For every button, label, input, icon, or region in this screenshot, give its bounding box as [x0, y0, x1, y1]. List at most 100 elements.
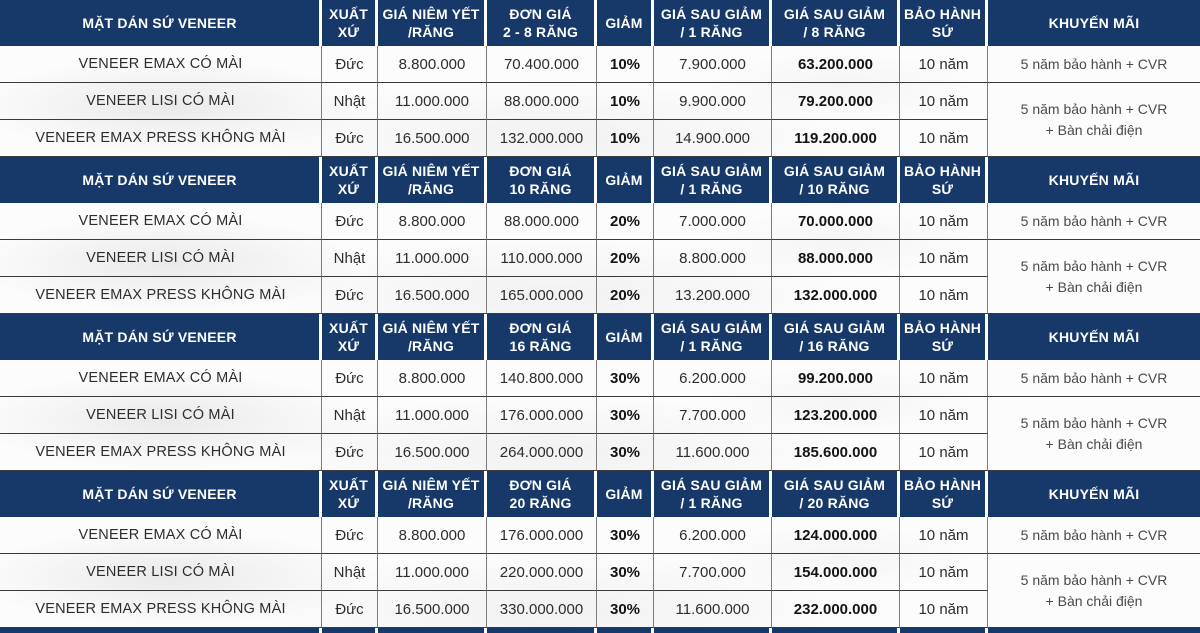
header-cell-discount: GIẢM [597, 157, 654, 203]
cell-after-1-value: 11.600.000 [675, 443, 750, 461]
cell-after-1: 8.800.000 [654, 240, 772, 277]
header-cell-origin-line1: XUẤT [329, 5, 368, 22]
cell-warranty: 10 năm [900, 591, 988, 628]
header-cell-origin: XUẤT XỨ [322, 471, 378, 517]
cell-promo: 5 năm bảo hành + CVR [988, 517, 1200, 554]
promo-text: 5 năm bảo hành + CVR [1020, 526, 1168, 543]
cell-product: VENEER EMAX CÓ MÀI [0, 517, 322, 554]
header-cell-warranty: BẢO HÀNH SỨ [900, 157, 988, 203]
header-cell-origin-line1: XUẤT [329, 162, 368, 179]
cell-origin: Đức [322, 46, 378, 83]
cell-list-price: 8.800.000 [378, 517, 487, 554]
clipped-header-cell [0, 628, 322, 633]
cell-product: VENEER LISI CÓ MÀI [0, 397, 322, 434]
cell-product: VENEER LISI CÓ MÀI [0, 83, 322, 120]
cell-list-price: 8.800.000 [378, 360, 487, 397]
header-cell-discount: GIẢM [597, 314, 654, 360]
cell-promo-merged: 5 năm bảo hành + CVR + Bàn chải điện [988, 83, 1200, 157]
promo-text-line2: + Bàn chải điện [1045, 121, 1143, 138]
header-cell-after-n-line2: / 20 RĂNG [799, 495, 870, 511]
header-cell-after-1-line2: / 1 RĂNG [680, 181, 743, 197]
price-table-section: MẶT DÁN SỨ VENEER XUẤT XỨ GIÁ NIÊM YẾT/RĂNG… [0, 314, 1200, 471]
cell-after-1-value: 6.200.000 [679, 526, 746, 544]
cell-discount-value: 30% [609, 526, 641, 544]
header-cell-unit-price: ĐƠN GIÁ 2 - 8 RĂNG [487, 0, 597, 46]
cell-warranty-value: 10 năm [918, 563, 969, 581]
cell-unit-price: 88.000.000 [487, 203, 597, 240]
cell-after-n: 63.200.000 [772, 46, 900, 83]
cell-warranty: 10 năm [900, 83, 988, 120]
cell-unit-price: 110.000.000 [487, 240, 597, 277]
cell-origin: Đức [322, 517, 378, 554]
cell-discount: 10% [597, 83, 654, 120]
cell-product: VENEER LISI CÓ MÀI [0, 240, 322, 277]
cell-after-n: 79.200.000 [772, 83, 900, 120]
cell-warranty-value: 10 năm [918, 526, 969, 544]
cell-after-n: 132.000.000 [772, 277, 900, 314]
cell-discount-value: 30% [609, 443, 641, 461]
header-cell-unit-price-line2: 16 RĂNG [509, 338, 572, 354]
cell-product: VENEER EMAX PRESS KHÔNG MÀI [0, 277, 322, 314]
cell-unit-price-value: 88.000.000 [503, 212, 580, 230]
cell-after-n: 70.000.000 [772, 203, 900, 240]
cell-after-1-value: 9.900.000 [679, 92, 746, 110]
header-cell-after-1-line2: / 1 RĂNG [680, 24, 743, 40]
cell-after-1: 14.900.000 [654, 120, 772, 157]
cell-warranty-value: 10 năm [918, 212, 969, 230]
cell-discount: 30% [597, 434, 654, 471]
cell-discount: 20% [597, 203, 654, 240]
cell-product-value: VENEER EMAX PRESS KHÔNG MÀI [35, 601, 286, 617]
cell-unit-price: 264.000.000 [487, 434, 597, 471]
header-cell-list-price-line1: GIÁ NIÊM YẾT [382, 476, 480, 493]
cell-product: VENEER EMAX PRESS KHÔNG MÀI [0, 434, 322, 471]
cell-after-n-value: 79.200.000 [797, 92, 874, 110]
cell-after-1-value: 7.900.000 [679, 55, 746, 73]
cell-unit-price-value: 176.000.000 [499, 526, 584, 544]
header-cell-promo-line1: KHUYẾN MÃI [1048, 171, 1140, 188]
cell-list-price: 16.500.000 [378, 434, 487, 471]
cell-discount-value: 30% [609, 563, 641, 581]
header-cell-promo: KHUYẾN MÃI [988, 314, 1200, 360]
cell-unit-price-value: 330.000.000 [499, 600, 584, 618]
cell-list-price-value: 8.800.000 [398, 212, 466, 230]
cell-origin: Nhật [322, 554, 378, 591]
cell-list-price-value: 16.500.000 [394, 286, 470, 304]
cell-product-value: VENEER LISI CÓ MÀI [86, 250, 235, 266]
header-cell-discount-line1: GIẢM [605, 171, 643, 188]
promo-text-line2: + Bàn chải điện [1045, 278, 1143, 295]
cell-promo: 5 năm bảo hành + CVR [988, 360, 1200, 397]
cell-warranty: 10 năm [900, 517, 988, 554]
cell-unit-price: 176.000.000 [487, 517, 597, 554]
cell-product-value: VENEER EMAX CÓ MÀI [78, 370, 243, 386]
cell-after-1-value: 7.700.000 [679, 563, 746, 581]
cell-product-value: VENEER LISI CÓ MÀI [86, 93, 235, 109]
cell-discount-value: 30% [609, 600, 641, 618]
cell-product: VENEER EMAX CÓ MÀI [0, 360, 322, 397]
cell-origin: Đức [322, 120, 378, 157]
price-table-section: MẶT DÁN SỨ VENEER XUẤT XỨ GIÁ NIÊM YẾT/RĂNG… [0, 471, 1200, 628]
header-cell-origin: XUẤT XỨ [322, 314, 378, 360]
cell-discount: 10% [597, 46, 654, 83]
header-cell-after-n: GIÁ SAU GIẢM / 16 RĂNG [772, 314, 900, 360]
cell-after-1: 7.000.000 [654, 203, 772, 240]
cell-warranty: 10 năm [900, 46, 988, 83]
cell-product-value: VENEER EMAX CÓ MÀI [78, 56, 243, 72]
cell-promo-merged: 5 năm bảo hành + CVR + Bàn chải điện [988, 240, 1200, 314]
cell-warranty: 10 năm [900, 397, 988, 434]
cell-discount-value: 30% [609, 406, 641, 424]
header-cell-after-n: GIÁ SAU GIẢM / 10 RĂNG [772, 157, 900, 203]
header-cell-after-n: GIÁ SAU GIẢM / 8 RĂNG [772, 0, 900, 46]
header-cell-after-n-line2: / 8 RĂNG [803, 24, 866, 40]
cell-origin-value: Nhật [333, 406, 366, 424]
cell-product-value: VENEER LISI CÓ MÀI [86, 564, 235, 580]
cell-after-1: 13.200.000 [654, 277, 772, 314]
cell-discount-value: 30% [609, 369, 641, 387]
cell-list-price: 11.000.000 [378, 83, 487, 120]
cell-after-1: 7.700.000 [654, 554, 772, 591]
header-cell-after-n-line2: / 16 RĂNG [799, 338, 870, 354]
header-cell-unit-price-line2: 2 - 8 RĂNG [502, 24, 579, 40]
cell-list-price-value: 11.000.000 [395, 249, 469, 267]
cell-unit-price-value: 264.000.000 [499, 443, 584, 461]
header-cell-warranty: BẢO HÀNH SỨ [900, 471, 988, 517]
